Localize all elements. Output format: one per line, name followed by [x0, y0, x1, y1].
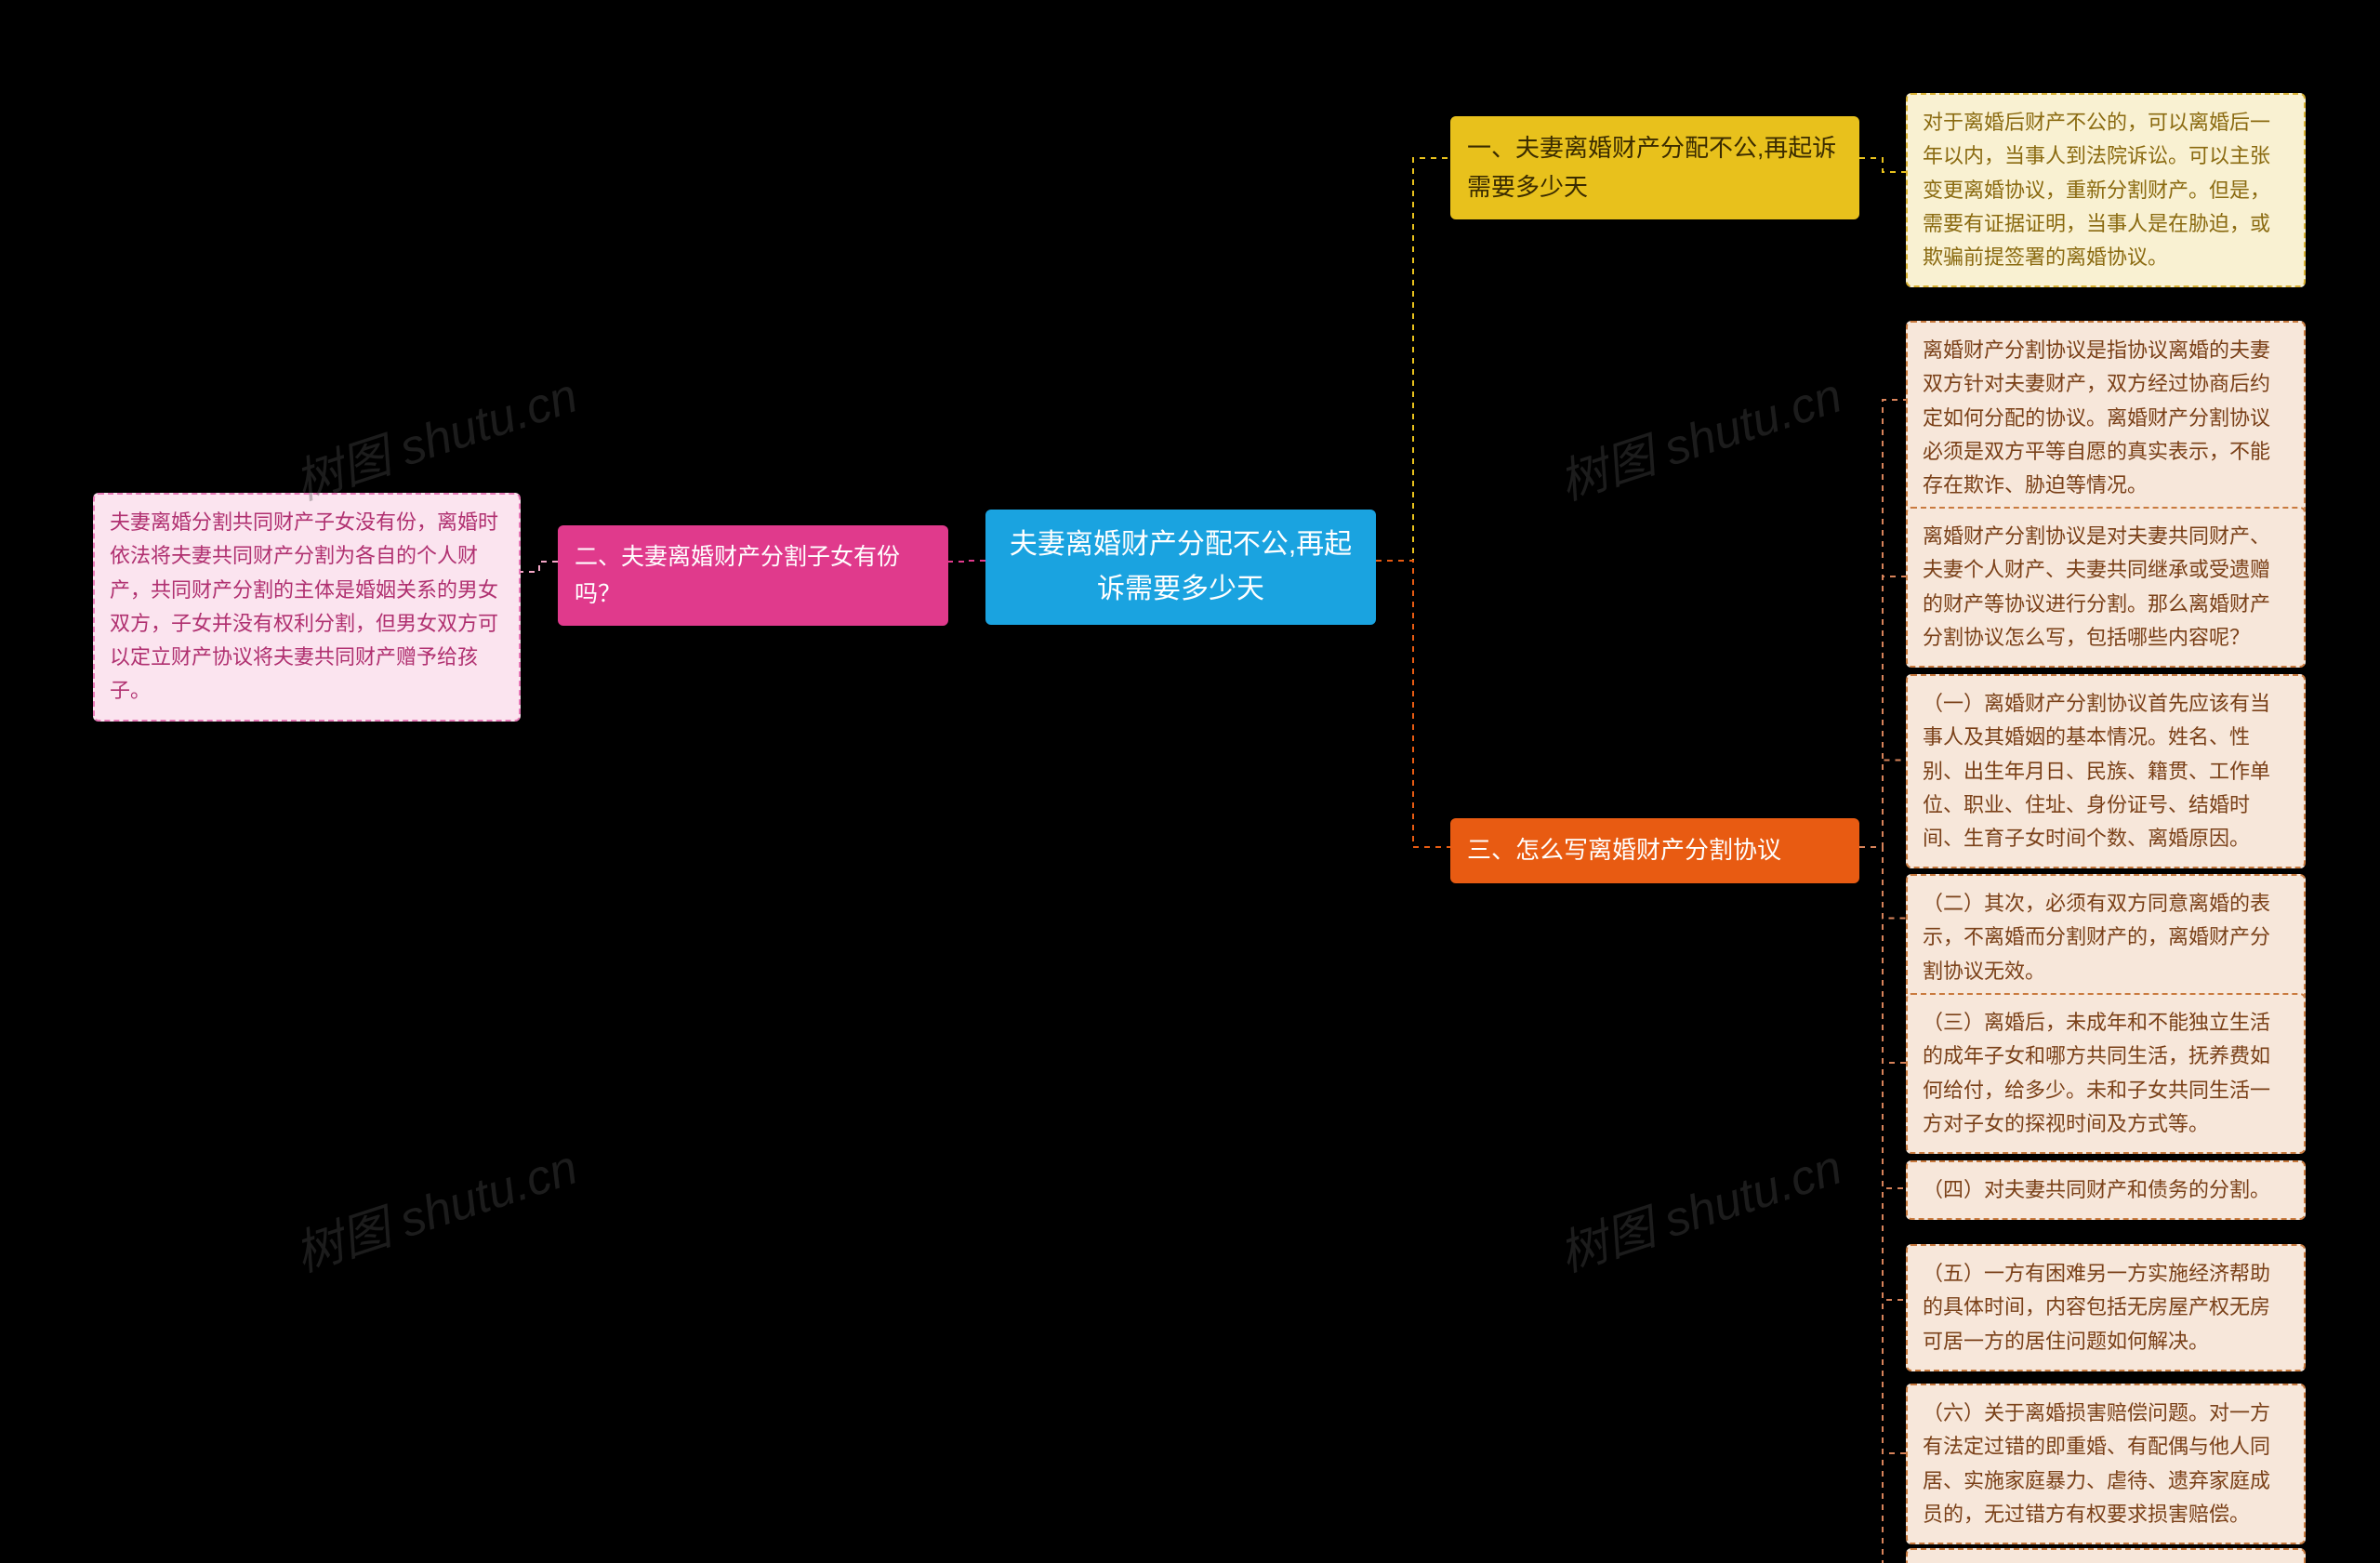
connector-line: [1376, 561, 1450, 847]
connector-line: [1376, 158, 1450, 561]
branch-node-1: 一、夫妻离婚财产分配不公,再起诉需要多少天: [1450, 116, 1859, 219]
connector-line: [1859, 847, 1906, 1453]
leaf-node-3g: （五）一方有困难另一方实施经济帮助的具体时间，内容包括无房屋产权无房可居一方的居…: [1906, 1244, 2306, 1371]
connector-line: [1859, 158, 1906, 172]
connector-line: [1859, 400, 1906, 847]
mindmap-canvas: 夫妻离婚财产分配不公,再起诉需要多少天 一、夫妻离婚财产分配不公,再起诉需要多少…: [0, 0, 2380, 1563]
leaf-node-2: 夫妻离婚分割共同财产子女没有份，离婚时依法将夫妻共同财产分割为各自的个人财产，共…: [93, 493, 521, 722]
leaf-node-3h: （六）关于离婚损害赔偿问题。对一方有法定过错的即重婚、有配偶与他人同居、实施家庭…: [1906, 1384, 2306, 1544]
connector-line: [1859, 847, 1906, 1063]
branch-node-2: 二、夫妻离婚财产分割子女有份吗？: [558, 525, 948, 626]
connector-line: [1859, 847, 1906, 919]
connector-line: [1859, 847, 1906, 1563]
connector-line: [1859, 847, 1906, 1188]
watermark-text: 树图 shutu.cn: [284, 1128, 585, 1285]
connector-line: [1859, 761, 1906, 848]
leaf-node-3e: （三）离婚后，未成年和不能独立生活的成年子女和哪方共同生活，抚养费如何给付，给多…: [1906, 993, 2306, 1154]
leaf-node-1: 对于离婚后财产不公的，可以离婚后一年以内，当事人到法院诉讼。可以主张变更离婚协议…: [1906, 93, 2306, 287]
watermark-text: 树图 shutu.cn: [1549, 1128, 1849, 1285]
leaf-node-3f: （四）对夫妻共同财产和债务的分割。: [1906, 1160, 2306, 1220]
connector-line: [1859, 847, 1906, 1300]
connector-line: [948, 561, 985, 562]
leaf-node-3i: （七）违反协议的责任。: [1906, 1548, 2306, 1563]
leaf-node-3c: （一）离婚财产分割协议首先应该有当事人及其婚姻的基本情况。姓名、性别、出生年月日…: [1906, 674, 2306, 868]
connector-line: [1859, 576, 1906, 847]
leaf-node-3b: 离婚财产分割协议是对夫妻共同财产、夫妻个人财产、夫妻共同继承或受遗赠的财产等协议…: [1906, 507, 2306, 668]
leaf-node-3a: 离婚财产分割协议是指协议离婚的夫妻双方针对夫妻财产，双方经过协商后约定如何分配的…: [1906, 321, 2306, 515]
branch-node-3: 三、怎么写离婚财产分割协议: [1450, 818, 1859, 883]
watermark-text: 树图 shutu.cn: [1549, 356, 1849, 513]
watermark-text: 树图 shutu.cn: [284, 356, 585, 513]
connector-line: [521, 562, 558, 572]
leaf-node-3d: （二）其次，必须有双方同意离婚的表示，不离婚而分割财产的，离婚财产分割协议无效。: [1906, 874, 2306, 1001]
root-node: 夫妻离婚财产分配不公,再起诉需要多少天: [985, 510, 1376, 625]
